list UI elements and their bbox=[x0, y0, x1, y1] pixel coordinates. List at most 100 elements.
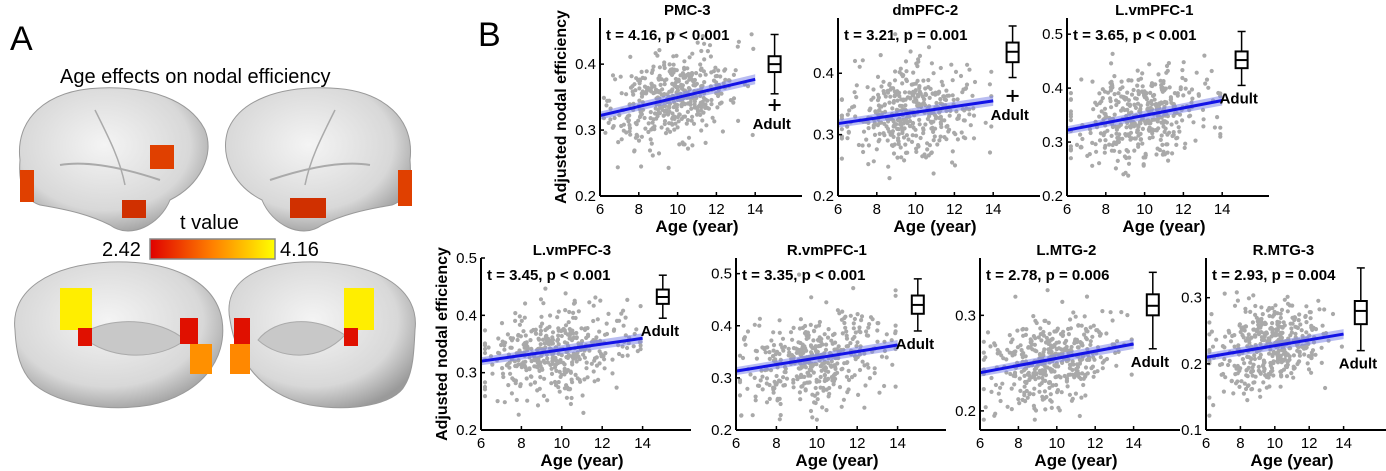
adult-label: Adult bbox=[991, 107, 1029, 124]
scatter-point bbox=[607, 98, 612, 103]
scatter-point bbox=[548, 313, 553, 318]
scatter-point bbox=[938, 120, 943, 125]
scatter-point bbox=[1025, 395, 1030, 400]
scatter-point bbox=[920, 154, 925, 159]
scatter-point bbox=[916, 59, 921, 64]
scatter-point bbox=[981, 350, 986, 355]
scatter-point bbox=[961, 118, 966, 123]
scatter-point bbox=[655, 53, 660, 58]
scatter-point bbox=[517, 322, 523, 327]
scatter-point bbox=[1054, 374, 1059, 379]
scatter-point bbox=[846, 129, 851, 134]
scatter-point bbox=[1165, 68, 1170, 73]
scatter-point bbox=[557, 389, 562, 394]
scatter-point bbox=[610, 125, 615, 130]
scatter-point bbox=[671, 54, 676, 59]
scatter-point bbox=[1107, 142, 1112, 147]
scatter-point bbox=[1076, 323, 1081, 328]
scatter-point bbox=[567, 327, 572, 332]
scatter-point bbox=[1024, 327, 1029, 332]
scatter-point bbox=[1033, 318, 1038, 323]
scatter-point bbox=[617, 318, 622, 323]
scatter-point bbox=[709, 102, 714, 107]
scatter-point bbox=[818, 374, 823, 380]
scatter-point bbox=[1322, 307, 1327, 312]
scatter-point bbox=[885, 138, 890, 143]
scatter-point bbox=[1140, 126, 1145, 131]
scatter-point bbox=[670, 81, 675, 86]
scatter-point bbox=[797, 272, 802, 277]
scatter-point bbox=[935, 91, 941, 96]
scatter-point bbox=[1147, 62, 1152, 67]
x-axis-label: Age (year) bbox=[795, 451, 878, 470]
scatter-point bbox=[625, 353, 630, 358]
scatter-point bbox=[1285, 294, 1290, 299]
scatter-point bbox=[1037, 382, 1042, 387]
scatter-point bbox=[864, 137, 869, 142]
scatter-point bbox=[1017, 401, 1022, 406]
scatter-point bbox=[584, 360, 589, 365]
scatter-point bbox=[567, 336, 572, 341]
scatter-point bbox=[786, 346, 791, 351]
scatter-point bbox=[918, 91, 923, 96]
scatter-point bbox=[562, 366, 567, 371]
brain-figure-title: Age effects on nodal efficiency bbox=[60, 66, 331, 88]
scatter-point bbox=[818, 343, 823, 348]
scatter-point bbox=[1071, 310, 1076, 315]
x-axis-label: Age (year) bbox=[1034, 451, 1117, 470]
scatter-point bbox=[989, 124, 994, 129]
scatter-point bbox=[1209, 68, 1214, 74]
scatter-point bbox=[1152, 97, 1157, 102]
scatter-point bbox=[845, 136, 850, 141]
scatter-point bbox=[813, 385, 818, 391]
scatter-point bbox=[1243, 338, 1248, 343]
scatter-point bbox=[1055, 390, 1060, 395]
scatter-point bbox=[536, 336, 541, 341]
scatter-point bbox=[637, 77, 642, 82]
plot-title: PMC-3 bbox=[664, 2, 711, 19]
scatter-point bbox=[1012, 382, 1017, 387]
scatter-point bbox=[1119, 79, 1124, 84]
scatter-point bbox=[1126, 173, 1131, 178]
scatter-point bbox=[767, 350, 772, 355]
scatter-point bbox=[1079, 145, 1084, 150]
scatter-point bbox=[1005, 404, 1010, 409]
scatter-point bbox=[1135, 83, 1140, 88]
scatter-point bbox=[777, 318, 782, 323]
scatter-point bbox=[1138, 106, 1143, 112]
scatter-point bbox=[651, 64, 656, 69]
scatter-point bbox=[1125, 313, 1130, 318]
x-tick-label: 12 bbox=[1087, 435, 1104, 452]
scatter-point bbox=[1090, 79, 1095, 84]
scatter-point bbox=[898, 145, 903, 150]
scatter-point bbox=[1246, 332, 1251, 337]
scatter-point bbox=[1201, 117, 1206, 122]
scatter-point bbox=[896, 139, 901, 144]
scatter-point bbox=[893, 69, 898, 74]
scatter-point bbox=[482, 394, 488, 399]
scatter-point bbox=[538, 375, 543, 380]
scatter-point bbox=[893, 384, 898, 389]
scatter-point bbox=[898, 122, 903, 127]
scatter-point bbox=[627, 129, 632, 134]
scatter-point bbox=[996, 391, 1001, 396]
scatter-point bbox=[638, 304, 643, 309]
scatter-point bbox=[1142, 119, 1148, 124]
scatter-point bbox=[643, 126, 648, 131]
scatter-point bbox=[1273, 303, 1278, 308]
scatter-point bbox=[1221, 389, 1226, 394]
scatter-point bbox=[700, 34, 706, 39]
adult-label: Adult bbox=[1220, 90, 1258, 107]
brain-roi bbox=[122, 200, 146, 218]
scatter-point bbox=[603, 130, 608, 135]
scatter-point bbox=[542, 360, 548, 365]
scatter-point bbox=[1278, 353, 1283, 358]
scatter-point bbox=[889, 86, 894, 91]
y-tick-label: 0.3 bbox=[1181, 290, 1202, 307]
scatter-point bbox=[638, 343, 643, 348]
scatter-point bbox=[826, 376, 831, 381]
scatter-point bbox=[1047, 331, 1052, 336]
scatter-point bbox=[653, 106, 658, 111]
y-tick-label: 0.4 bbox=[711, 318, 732, 335]
scatter-point bbox=[817, 319, 823, 325]
